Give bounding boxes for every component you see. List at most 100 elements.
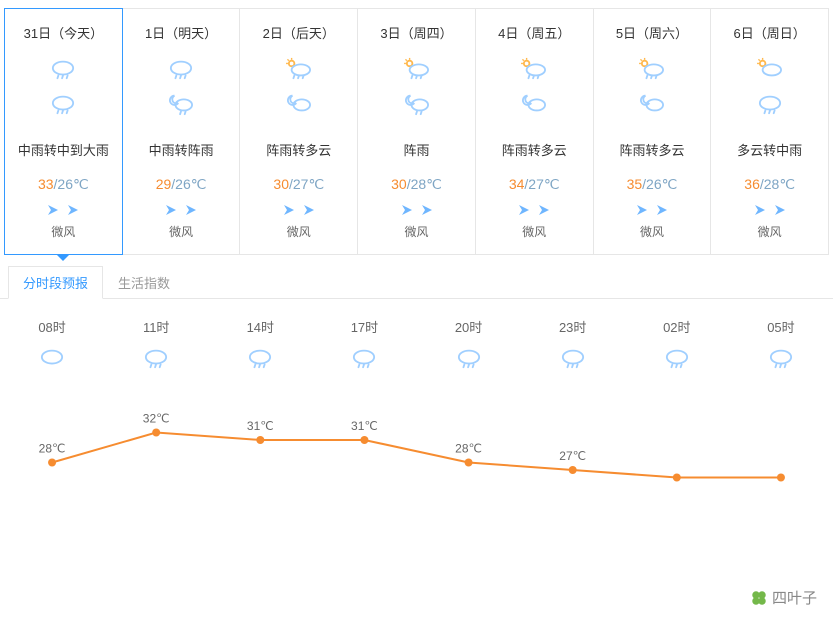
tab-1[interactable]: 生活指数 (103, 266, 185, 299)
day-card-3[interactable]: 3日（周四） 阵雨 30/28℃ 微风 (358, 8, 476, 255)
temp: 34/27℃ (476, 176, 593, 193)
hour-col-5: 23时 (521, 317, 625, 375)
hour-col-2: 14时 (208, 317, 312, 375)
weather-desc: 阵雨转多云 (594, 134, 711, 168)
rain-icon (417, 346, 521, 375)
day-date: 2日（后天） (240, 23, 357, 42)
clover-icon (750, 589, 768, 607)
rain-icon (755, 92, 785, 121)
temp-chart: 28℃ 32℃ 31℃ 31℃ 28℃ 27℃ (0, 375, 833, 475)
hour-col-3: 17时 (312, 317, 416, 375)
day-card-5[interactable]: 5日（周六） 阵雨转多云 35/26℃ 微风 (594, 8, 712, 255)
rain-icon (729, 346, 833, 375)
day-card-0[interactable]: 31日（今天） 中雨转中到大雨 33/26℃ 微风 (4, 8, 123, 255)
hour-time: 08时 (0, 317, 104, 336)
hour-time: 17时 (312, 317, 416, 336)
hour-col-7: 05时 (729, 317, 833, 375)
tab-0[interactable]: 分时段预报 (8, 266, 103, 299)
night-cloud-icon (519, 92, 549, 121)
hour-time: 05时 (729, 317, 833, 336)
day-date: 4日（周五） (476, 23, 593, 42)
wind-icons (358, 203, 475, 217)
wind-icons (594, 203, 711, 217)
temp: 29/26℃ (123, 176, 240, 193)
sun-cloud-icon (755, 57, 785, 86)
hourly-row: 08时11时14时17时20时23时02时05时 (0, 299, 833, 375)
rain-icon (48, 57, 78, 86)
night-cloud-icon (637, 92, 667, 121)
temp: 30/28℃ (358, 176, 475, 193)
weather-icons (711, 54, 828, 124)
temp: 36/28℃ (711, 176, 828, 193)
sun-shower-icon (284, 57, 314, 86)
day-card-4[interactable]: 4日（周五） 阵雨转多云 34/27℃ 微风 (476, 8, 594, 255)
wind-text: 微风 (240, 223, 357, 240)
svg-text:28℃: 28℃ (455, 442, 482, 456)
rain-icon (48, 92, 78, 121)
svg-text:28℃: 28℃ (39, 442, 66, 456)
night-shower-icon (402, 92, 432, 121)
hour-time: 02时 (625, 317, 729, 336)
wind-icons (476, 203, 593, 217)
wind-text: 微风 (594, 223, 711, 240)
hour-col-1: 11时 (104, 317, 208, 375)
rain-icon (312, 346, 416, 375)
wind-text: 微风 (5, 223, 122, 240)
wind-icons (711, 203, 828, 217)
weather-icons (476, 54, 593, 124)
week-forecast: 31日（今天） 中雨转中到大雨 33/26℃ 微风 1日（明天） 中雨转阵雨 29/26℃ 微… (0, 0, 833, 255)
rain-icon (166, 57, 196, 86)
weather-desc: 多云转中雨 (711, 134, 828, 168)
weather-desc: 阵雨 (358, 134, 475, 168)
rain-icon (104, 346, 208, 375)
day-card-2[interactable]: 2日（后天）阵雨转多云30/27℃微风 (240, 8, 358, 255)
hour-time: 14时 (208, 317, 312, 336)
watermark-text: 四叶子 (772, 587, 817, 608)
rain-icon (625, 346, 729, 375)
wind-icons (240, 203, 357, 217)
watermark: 四叶子 (742, 583, 825, 612)
hour-time: 23时 (521, 317, 625, 336)
weather-desc: 阵雨转多云 (476, 134, 593, 168)
day-card-1[interactable]: 1日（明天） 中雨转阵雨 29/26℃ 微风 (123, 8, 241, 255)
hour-time: 11时 (104, 317, 208, 336)
hour-col-0: 08时 (0, 317, 104, 375)
svg-text:32℃: 32℃ (143, 412, 170, 426)
weather-icons (5, 54, 122, 124)
day-date: 31日（今天） (5, 23, 122, 42)
night-cloud-icon (284, 92, 314, 121)
svg-text:31℃: 31℃ (351, 419, 378, 433)
temp: 33/26℃ (5, 176, 122, 193)
weather-desc: 阵雨转多云 (240, 134, 357, 168)
weather-icons (123, 54, 240, 124)
svg-text:31℃: 31℃ (247, 419, 274, 433)
svg-text:27℃: 27℃ (559, 449, 586, 463)
hour-col-4: 20时 (417, 317, 521, 375)
weather-desc: 中雨转中到大雨 (5, 134, 122, 168)
day-card-6[interactable]: 6日（周日） 多云转中雨 36/28℃ 微风 (711, 8, 829, 255)
temp: 35/26℃ (594, 176, 711, 193)
forecast-tabs: 分时段预报生活指数 (0, 255, 833, 299)
weather-icons (594, 54, 711, 124)
day-date: 5日（周六） (594, 23, 711, 42)
sun-shower-icon (637, 57, 667, 86)
day-date: 3日（周四） (358, 23, 475, 42)
night-shower-icon (166, 92, 196, 121)
sun-shower-icon (519, 57, 549, 86)
wind-text: 微风 (711, 223, 828, 240)
day-date: 6日（周日） (711, 23, 828, 42)
wind-icons (5, 203, 122, 217)
day-date: 1日（明天） (123, 23, 240, 42)
wind-text: 微风 (476, 223, 593, 240)
rain-icon (208, 346, 312, 375)
weather-icons (240, 54, 357, 124)
wind-text: 微风 (358, 223, 475, 240)
sun-shower-icon (402, 57, 432, 86)
wind-icons (123, 203, 240, 217)
cloud-icon (0, 346, 104, 375)
hour-col-6: 02时 (625, 317, 729, 375)
hour-time: 20时 (417, 317, 521, 336)
weather-desc: 中雨转阵雨 (123, 134, 240, 168)
wind-text: 微风 (123, 223, 240, 240)
rain-icon (521, 346, 625, 375)
